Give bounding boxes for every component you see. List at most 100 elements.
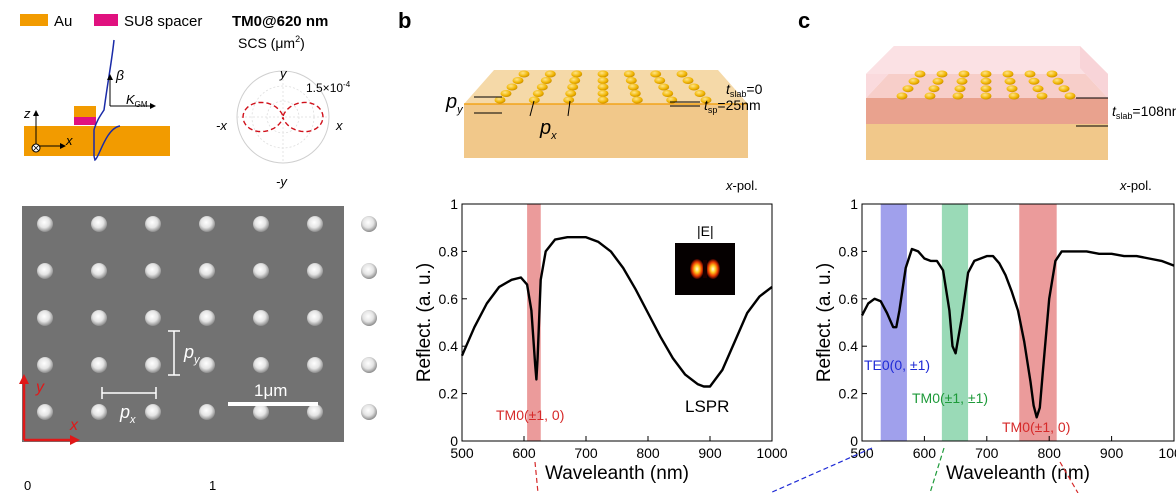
sem-dot [307, 310, 323, 326]
panel-b-schematic: py px tsp=25nm tslab=0 [445, 70, 763, 158]
panel-b-inset: |E| [675, 223, 735, 295]
au-disc [597, 70, 609, 78]
reflectance-line [460, 236, 773, 388]
au-disc [932, 77, 944, 85]
au-disc [980, 70, 992, 78]
mode-label-te0: TE0(0, ±1) [864, 357, 930, 373]
x-tick-label: 600 [913, 445, 937, 461]
x-tick-label: 1000 [1158, 445, 1176, 461]
legend-au-label: Au [54, 13, 72, 30]
au-disc [980, 92, 992, 100]
panel-b-pol: x-pol. [725, 178, 758, 193]
mode-band [941, 204, 969, 441]
au-disc [954, 85, 966, 93]
mode-label-tm0-11: TM0(±1, ±1) [912, 390, 988, 406]
y-tick-label: 0.8 [839, 243, 859, 259]
connector-tm0-10 [1059, 461, 1079, 493]
sem-dot [361, 404, 377, 420]
au-disc [1032, 85, 1044, 93]
svg-text:z: z [23, 106, 31, 121]
plot-frame [461, 203, 773, 442]
au-disc [980, 77, 992, 85]
y-tick-label: 1 [850, 196, 858, 212]
sem-dot [307, 216, 323, 232]
panel-c-schematic: tslab=108nm [866, 46, 1176, 160]
scalebar-label: 1μm [254, 381, 287, 400]
au-disc [500, 90, 512, 97]
y-tick-label: 0.6 [839, 291, 859, 307]
sem-dot [145, 357, 161, 373]
au-disc [563, 96, 575, 104]
panel-a: Au SU8 spacer TM0@620 nm SCS (μm2) β KGM… [19, 13, 377, 493]
au-disc [597, 96, 609, 104]
sem-dot [307, 263, 323, 279]
sem-dot [253, 310, 269, 326]
au-disc [1052, 77, 1064, 85]
svg-text:x: x [69, 417, 79, 434]
polar-scale: 1.5×10-4 [306, 80, 351, 95]
au-disc [625, 77, 637, 84]
sem-dot [253, 216, 269, 232]
legend-su8-swatch [94, 14, 118, 26]
au-disc [1024, 70, 1036, 78]
svg-text:x: x [65, 133, 73, 148]
sem-dot [307, 357, 323, 373]
x-tick-label: 700 [574, 445, 598, 461]
panel-b-mode-label: TM0(±1, 0) [496, 407, 564, 423]
y-tick-label: 0.4 [839, 338, 859, 354]
sem-dot [253, 263, 269, 279]
au-disc [658, 83, 670, 91]
y-axis-label: Reflect. (a. u.) [814, 263, 835, 382]
panel-c: c tslab=108nm x-pol. [798, 8, 1176, 193]
sem-dot [37, 404, 53, 420]
svg-text:y: y [279, 66, 288, 81]
sem-dot [199, 310, 215, 326]
au-disc [958, 70, 970, 78]
sem-dot [253, 404, 269, 420]
au-disc [571, 70, 583, 78]
au-disc [494, 96, 506, 104]
au-disc [597, 83, 609, 91]
panel-c-pol: x-pol. [1119, 178, 1152, 193]
au-disc [650, 70, 662, 78]
x-tick-label: 800 [1038, 445, 1062, 461]
au-disc [569, 77, 581, 84]
sem-dot [307, 404, 323, 420]
panel-b-px: px [539, 117, 557, 142]
sem-dot [37, 263, 53, 279]
y-tick-label: 0 [850, 433, 858, 449]
au-disc [512, 77, 524, 84]
au-disc [896, 92, 908, 100]
legend-su8-label: SU8 spacer [124, 13, 202, 30]
y-tick-label: 0.8 [439, 243, 459, 259]
connector-te0 [769, 447, 873, 493]
sem-dot [91, 263, 107, 279]
au-disc [676, 70, 688, 78]
au-disc [567, 83, 579, 91]
sem-dot [91, 216, 107, 232]
panel-b-tsp: tsp=25nm [704, 97, 761, 115]
au-disc [924, 92, 936, 100]
au-disc [631, 96, 643, 104]
y-axis-label: Reflect. (a. u.) [414, 263, 435, 382]
au-disc [597, 77, 609, 84]
sem-dot [91, 357, 107, 373]
y-tick-label: 0.2 [839, 386, 859, 402]
bottom-tick-0: 0 [24, 478, 31, 493]
au-disc [952, 92, 964, 100]
x-axis-label: Waveleanth (nm) [946, 463, 1090, 484]
au-disc [914, 70, 926, 78]
au-disc [928, 85, 940, 93]
sem-dot [199, 404, 215, 420]
panel-b-tslab: tslab=0 [726, 81, 763, 99]
au-disc [627, 83, 639, 91]
scalebar [228, 402, 318, 406]
svg-text:β: β [115, 67, 124, 83]
sem-dot [361, 357, 377, 373]
y-tick-label: 0.4 [439, 338, 459, 354]
sem-dot [361, 216, 377, 232]
au-disc [1006, 85, 1018, 93]
sem-dot [145, 216, 161, 232]
au-disc [1028, 77, 1040, 85]
